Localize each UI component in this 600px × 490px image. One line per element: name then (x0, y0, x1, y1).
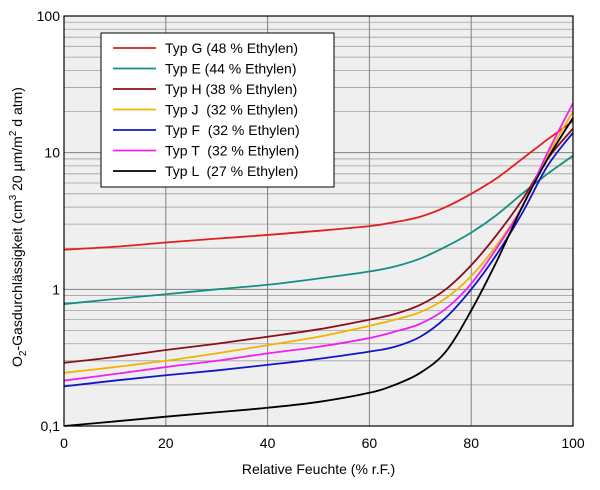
y-axis-title: O2-Gasdurchlässigkeit (cm3 20 µm/m2 d at… (8, 87, 29, 367)
legend-label-5: Typ T (32 % Ethylen) (165, 143, 299, 159)
series-line-4 (63, 132, 574, 388)
legend: Typ G (48 % Ethylen) Typ E (44 % Ethylen)… (100, 32, 335, 188)
x-tick-label: 40 (260, 435, 276, 451)
legend-label-2: Typ H (38 % Ethylen) (165, 81, 297, 97)
series-line-2 (63, 128, 574, 364)
y-tick-label: 10 (44, 145, 60, 161)
x-tick-label: 60 (362, 435, 378, 451)
series-line-6 (63, 117, 574, 427)
y-title-sub1: 2 (18, 350, 29, 356)
plot-frame (63, 15, 574, 427)
x-tick-label: 0 (60, 435, 68, 451)
x-tick-label: 100 (561, 435, 585, 451)
series-line-5 (63, 102, 574, 382)
legend-label-4: Typ F (32 % Ethylen) (165, 122, 300, 138)
series-line-0 (63, 120, 574, 251)
y-tick-label: 0,1 (41, 418, 61, 434)
y-tick-label: 1 (52, 281, 60, 297)
x-axis-ticks: 0 20 40 60 80 100 (60, 435, 585, 451)
series-lines (63, 102, 574, 427)
x-tick-label: 20 (158, 435, 174, 451)
legend-label-0: Typ G (48 % Ethylen) (165, 40, 298, 56)
legend-label-6: Typ L (27 % Ethylen) (165, 163, 298, 179)
legend-label-3: Typ J (32 % Ethylen) (165, 102, 298, 118)
series-line-1 (63, 154, 574, 305)
y-tick-label: 100 (37, 8, 61, 24)
y-title-sup2: 2 (8, 130, 19, 136)
x-axis-title: Relative Feuchte (% r.F.) (242, 461, 395, 477)
y-axis-ticks: 0,1 1 10 100 (37, 8, 61, 434)
y-title-part1: O (9, 356, 25, 367)
legend-label-1: Typ E (44 % Ethylen) (165, 61, 297, 77)
y-title-part2: -Gasdurchlässigkeit (cm (9, 200, 25, 350)
y-title-sup1: 3 (8, 194, 19, 200)
x-tick-label: 80 (463, 435, 479, 451)
y-title-part3: 20 µm/m (9, 136, 25, 195)
y-title-part4: d atm) (9, 87, 25, 131)
